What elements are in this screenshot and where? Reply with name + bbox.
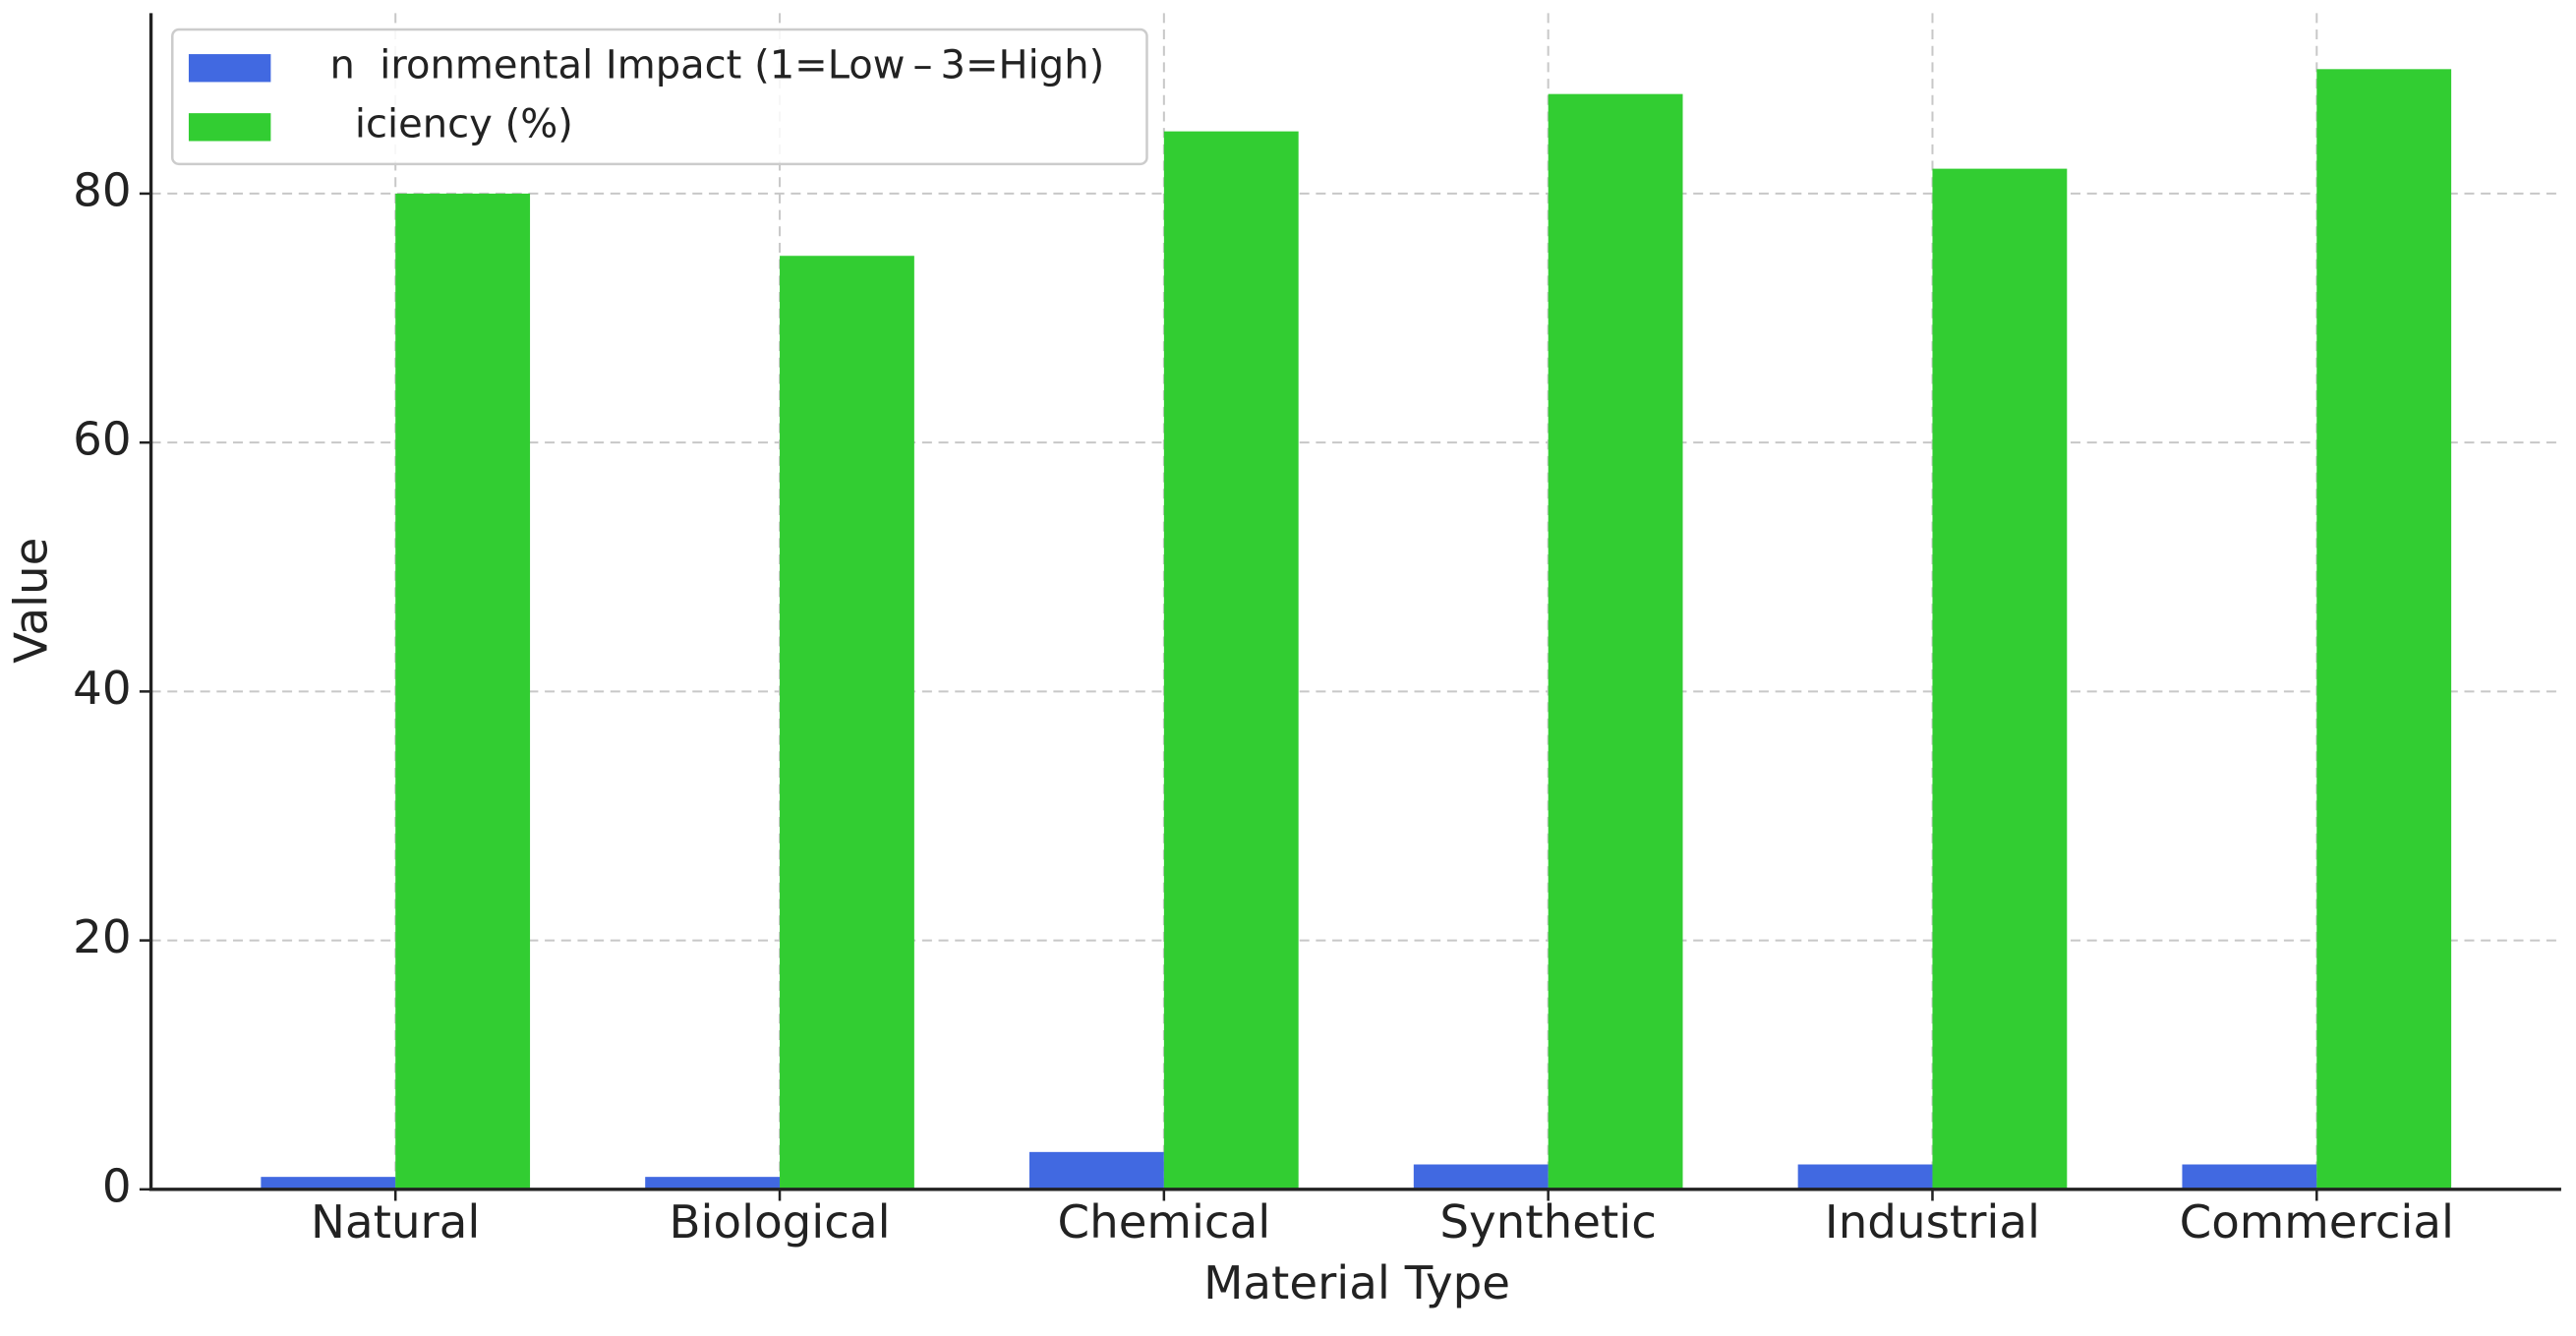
x-tick-label: Commercial: [2180, 1196, 2454, 1249]
legend: n ironmental Impact (1=Low – 3=High) ici…: [171, 28, 1148, 166]
legend-label: n ironmental Impact (1=Low – 3=High): [329, 42, 1104, 87]
bar: [645, 1177, 781, 1190]
x-tick-label: Natural: [311, 1196, 480, 1249]
y-axis-label: Value: [6, 538, 59, 664]
x-tick-label: Industrial: [1825, 1196, 2040, 1249]
bar: [1163, 131, 1299, 1190]
bar: [261, 1177, 396, 1190]
y-tick-label: 60: [73, 414, 131, 467]
bar: [395, 193, 531, 1190]
y-tick-label: 20: [73, 911, 131, 964]
legend-box: [171, 28, 1148, 166]
legend-label: iciency (%): [329, 101, 572, 146]
legend-swatch: [188, 113, 271, 142]
bar: [1029, 1151, 1164, 1190]
bar: [1797, 1164, 1933, 1190]
x-tick-label: Synthetic: [1439, 1196, 1657, 1249]
bar: [1413, 1164, 1549, 1190]
bar: [2182, 1164, 2317, 1190]
y-tick-label: 0: [102, 1160, 132, 1213]
x-axis-label: Material Type: [1203, 1257, 1510, 1310]
bar: [780, 256, 914, 1190]
x-tick-label: Chemical: [1057, 1196, 1270, 1249]
x-tick-label: Biological: [669, 1196, 890, 1249]
bar: [1932, 168, 2068, 1190]
bar: [1548, 93, 1683, 1190]
y-tick-label: 80: [73, 164, 131, 217]
bar: [2316, 69, 2452, 1190]
y-tick-label: 40: [73, 663, 131, 716]
legend-swatch: [188, 54, 271, 83]
